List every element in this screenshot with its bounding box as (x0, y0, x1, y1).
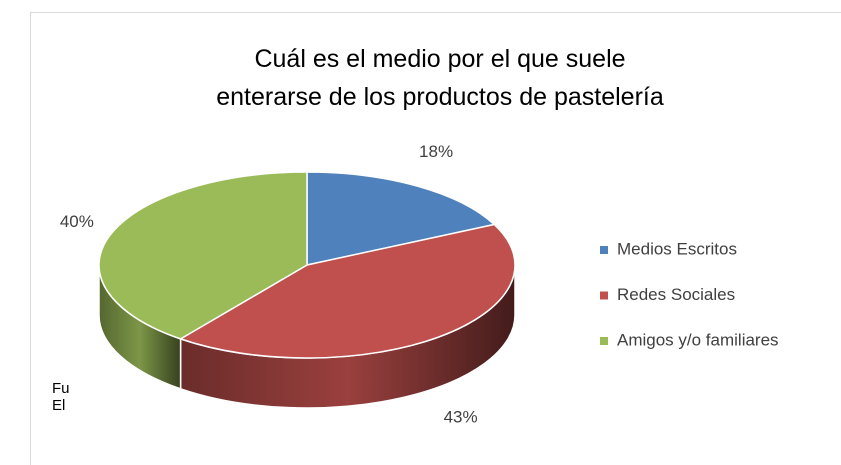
pie-slice (98, 171, 308, 340)
chart-frame (30, 12, 841, 465)
pie-slice (306, 171, 496, 266)
legend-swatch (600, 291, 608, 300)
data-label: 40% (60, 212, 94, 231)
legend-swatch (600, 337, 608, 345)
chart-title: Cuál es el medio por el que suele entera… (216, 45, 664, 111)
legend-label: Redes Sociales (617, 285, 735, 304)
legend-swatch (600, 246, 608, 254)
legend-label: Medios Escritos (617, 239, 737, 258)
background-text: Fu (52, 380, 70, 397)
background-text: El (52, 397, 66, 414)
pie-slice (178, 223, 516, 359)
legend-label: Amigos y/o familiares (617, 330, 779, 349)
data-label: 18% (419, 142, 453, 161)
data-label: 43% (444, 408, 478, 427)
